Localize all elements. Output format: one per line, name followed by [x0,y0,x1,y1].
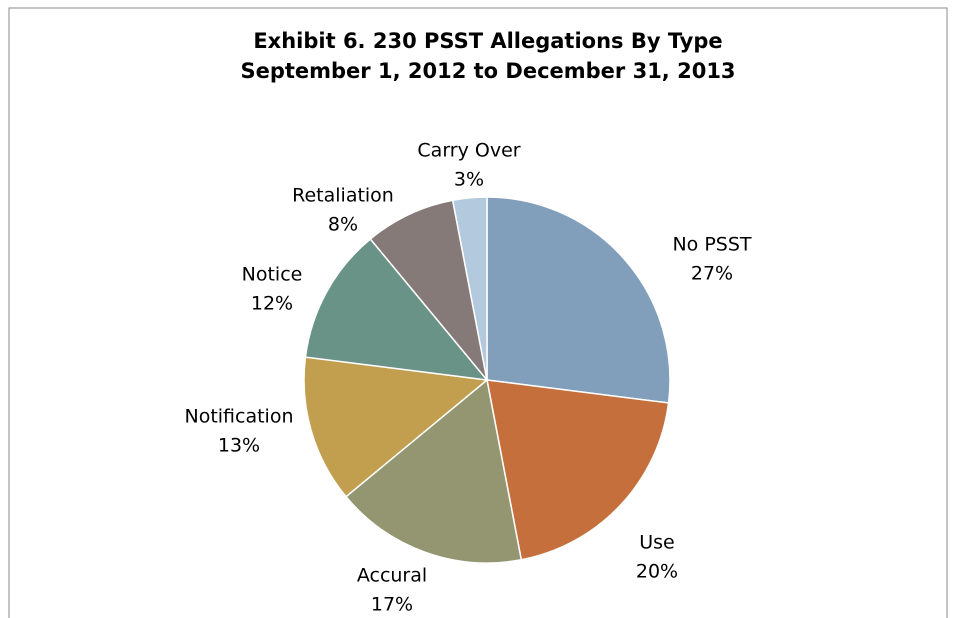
pie-slice [304,237,489,381]
slice-label: Notification [184,406,293,428]
pie-slice [451,196,488,381]
pie-slice [344,378,523,564]
slice-value-label: 8% [328,214,358,236]
slice-value-label: 27% [691,263,733,285]
pie-slice [486,196,671,404]
slice-value-label: 20% [636,561,678,583]
slice-value-label: 13% [218,435,260,457]
slice-value-label: 12% [251,293,293,315]
slice-label: Retaliation [292,185,394,207]
slice-label: Use [639,532,675,554]
pie-slice [369,199,488,381]
slice-label: Notice [242,264,303,286]
pie-slice [303,356,489,498]
slice-value-label: 17% [371,594,413,616]
slice-label: Accural [357,565,427,587]
chart-title: Exhibit 6. 230 PSST Allegations By Type [253,29,722,53]
chart-frame [8,7,948,618]
pie-slice [486,379,670,561]
slice-label: Carry Over [417,140,520,162]
slice-label: No PSST [672,234,751,256]
slice-value-label: 3% [454,169,484,191]
chart-subtitle: September 1, 2012 to December 31, 2013 [240,59,735,83]
